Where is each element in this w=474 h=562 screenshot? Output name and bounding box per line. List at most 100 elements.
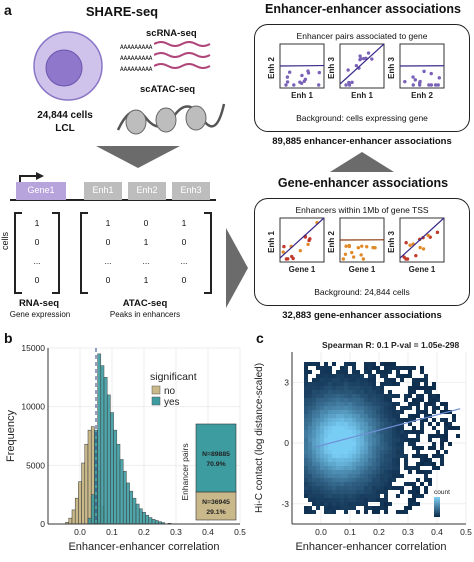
density-bin <box>384 370 388 374</box>
density-bin <box>304 478 308 482</box>
density-bin <box>336 390 340 394</box>
density-bin <box>320 366 324 370</box>
density-bin <box>376 426 380 430</box>
scatter-point <box>346 68 350 72</box>
up-arrow-icon <box>330 152 394 172</box>
density-bin <box>364 466 368 470</box>
density-bin <box>332 498 336 502</box>
ee-title: Enhancer-enhancer associations <box>265 2 461 16</box>
density-bin <box>352 446 356 450</box>
density-bin <box>384 402 388 406</box>
density-bin <box>308 402 312 406</box>
enh-label: Enh1 <box>92 185 114 195</box>
density-bin <box>316 498 320 502</box>
histogram-bar <box>81 462 86 525</box>
density-bin <box>392 422 396 426</box>
cell-count: 24,844 cells <box>37 110 93 121</box>
density-bin <box>368 410 372 414</box>
density-bin <box>328 406 332 410</box>
scatter-point <box>347 243 351 248</box>
scatter-point <box>429 83 434 87</box>
density-bin <box>396 462 400 466</box>
density-bin <box>392 394 396 398</box>
density-bin <box>412 466 416 470</box>
density-bin <box>332 510 336 514</box>
density-bin <box>348 390 352 394</box>
density-bin <box>416 502 420 506</box>
density-bin <box>364 450 368 454</box>
density-bin <box>336 422 340 426</box>
density-bin <box>380 418 384 422</box>
density-bin <box>308 434 312 438</box>
density-bin <box>356 482 360 486</box>
density-bin <box>396 458 400 462</box>
density-bin <box>392 442 396 446</box>
density-bin <box>424 382 428 386</box>
matrix-cell: 0 <box>34 237 40 247</box>
density-bin <box>344 502 348 506</box>
density-bin <box>332 374 336 378</box>
density-bin <box>412 494 416 498</box>
density-bin <box>308 442 312 446</box>
polya-list: AAAAAAAAA AAAAAAAAA AAAAAAAAA <box>120 42 152 75</box>
density-bin <box>356 498 360 502</box>
tick-label: 0.4 <box>431 527 443 537</box>
density-bin <box>352 450 356 454</box>
density-bin <box>320 486 324 490</box>
density-bin <box>328 442 332 446</box>
density-bin <box>424 410 428 414</box>
density-bin <box>360 446 364 450</box>
density-bin <box>336 426 340 430</box>
density-bin <box>328 506 332 510</box>
density-bin <box>416 494 420 498</box>
scatter-point <box>285 75 290 79</box>
density-bin <box>332 402 336 406</box>
tick-label: 0.4 <box>202 527 214 537</box>
density-bin <box>424 490 428 494</box>
matrix-cell: 1 <box>34 218 40 228</box>
density-bin <box>340 442 344 446</box>
density-bin <box>380 506 384 510</box>
density-bin <box>424 402 428 406</box>
density-bin <box>304 374 308 378</box>
density-bin <box>368 382 372 386</box>
density-bin <box>424 486 428 490</box>
density-bin <box>380 406 384 410</box>
density-bin <box>404 394 408 398</box>
density-bin <box>376 402 380 406</box>
density-bin <box>380 478 384 482</box>
density-bin <box>376 442 380 446</box>
density-bin <box>392 478 396 482</box>
density-bin <box>384 458 388 462</box>
density-bin <box>304 454 308 458</box>
density-bin <box>356 450 360 454</box>
density-bin <box>368 486 372 490</box>
scatter-point <box>360 244 364 248</box>
density-bin <box>344 486 348 490</box>
density-bin <box>324 466 328 470</box>
density-bin <box>368 398 372 402</box>
density-bin <box>352 482 356 486</box>
density-bin <box>432 462 436 466</box>
density-bin <box>356 370 360 374</box>
density-bin <box>380 458 384 462</box>
histogram-bar <box>74 497 79 525</box>
density-bin <box>416 434 420 438</box>
density-bin <box>380 430 384 434</box>
density-bin <box>336 450 340 454</box>
density-bin <box>316 430 320 434</box>
density-bin <box>344 422 348 426</box>
density-bin <box>356 462 360 466</box>
density-bin <box>364 390 368 394</box>
density-bin <box>328 486 332 490</box>
matrix-cell: 1 <box>143 237 149 247</box>
density-bin <box>356 410 360 414</box>
density-bin <box>340 402 344 406</box>
density-bin <box>312 406 316 410</box>
stacked-bar-axis-label: Enhancer pairs <box>180 443 190 500</box>
density-bin <box>356 470 360 474</box>
density-bin <box>344 390 348 394</box>
density-bin <box>304 394 308 398</box>
density-bin <box>332 382 336 386</box>
density-bin <box>416 378 420 382</box>
